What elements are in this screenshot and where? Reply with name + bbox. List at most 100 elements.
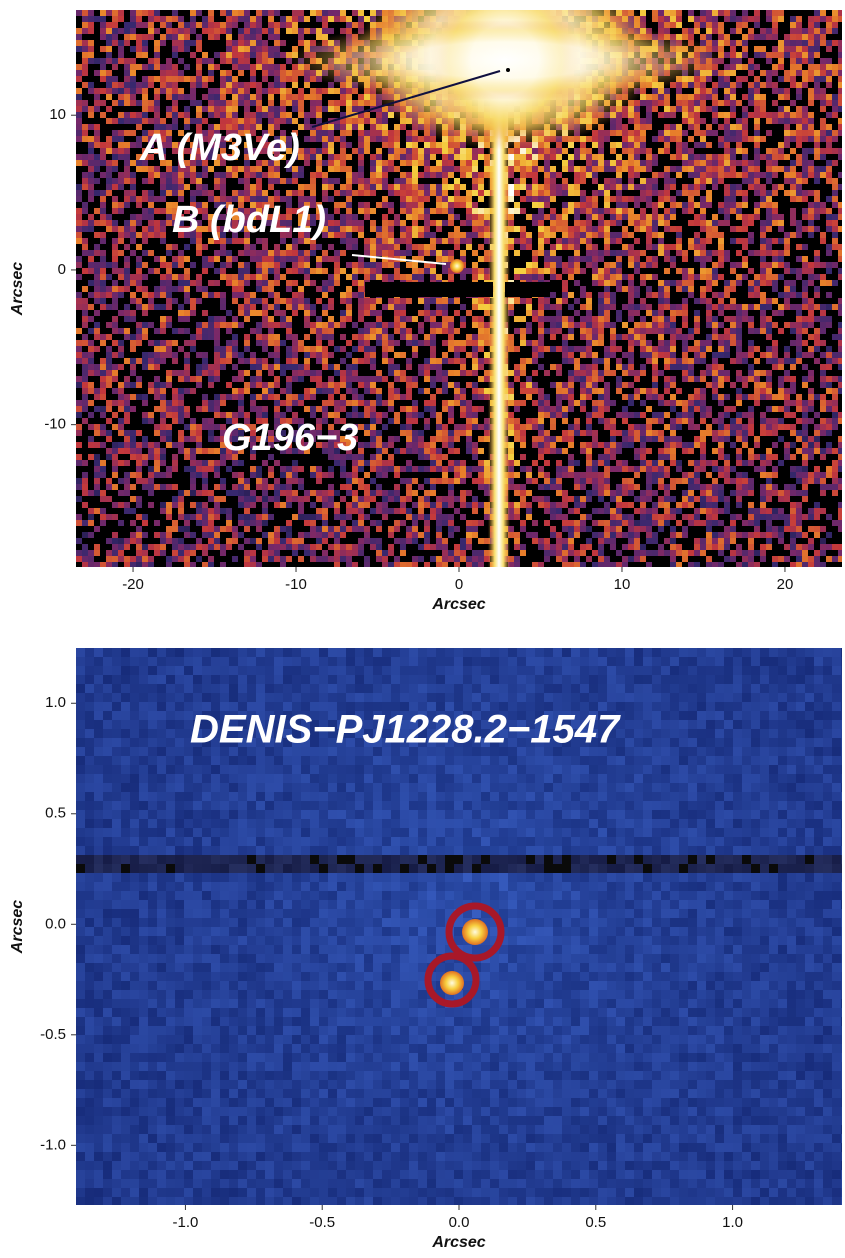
pixel [544,190,550,196]
pixel [160,112,166,118]
pixel [244,28,250,34]
pixel [256,190,262,196]
pixel [610,130,616,136]
pixel [358,16,364,22]
pixel [646,232,652,238]
pixel [232,178,238,184]
pixel [664,142,670,148]
pixel [202,178,208,184]
pixel [550,232,556,238]
pixel [532,238,538,244]
pixel [112,88,118,94]
pixel [790,196,796,202]
pixel [784,220,790,226]
pixel [388,118,394,124]
pixel [550,238,556,244]
pixel [712,160,718,166]
pixel [274,34,280,40]
pixel [790,148,796,154]
pixel [832,124,838,130]
pixel [172,16,178,22]
pixel [346,238,352,244]
pixel [130,34,136,40]
pixel [154,70,160,76]
pixel [202,172,208,178]
pixel [802,64,808,70]
pixel [112,34,118,40]
pixel [118,238,124,244]
pixel [784,226,790,232]
pixel [94,190,100,196]
pixel [154,112,160,118]
pixel [346,106,352,112]
pixel [370,184,376,190]
pixel [778,178,784,184]
pixel [772,142,778,148]
pixel [544,238,550,244]
pixel [688,124,694,130]
pixel [772,58,778,64]
pixel [814,154,820,160]
pixel [460,178,466,184]
pixel [82,46,88,52]
pixel [430,178,436,184]
pixel [592,148,598,154]
pixel [100,76,106,82]
pixel [394,238,400,244]
pixel [766,112,772,118]
pixel [646,160,652,166]
pixel [316,130,322,136]
pixel [472,172,478,178]
pixel [346,202,352,208]
pixel [424,196,430,202]
pixel [376,232,382,238]
pixel [352,100,358,106]
pixel [514,166,520,172]
pixel [442,154,448,160]
pixel [712,136,718,142]
pixel [760,220,766,226]
pixel [106,172,112,178]
pixel [826,10,832,16]
pixel [766,166,772,172]
pixel [214,118,220,124]
pixel [520,238,526,244]
pixel [106,244,112,250]
pixel [718,94,724,100]
pixel [676,148,682,154]
pixel [808,184,814,190]
pixel [214,76,220,82]
pixel [838,82,844,88]
pixel [160,76,166,82]
pixel [574,214,580,220]
pixel [154,190,160,196]
pixel [790,46,796,52]
pixel [82,124,88,130]
pixel [352,142,358,148]
pixel [166,64,172,70]
pixel [748,82,754,88]
pixel [658,10,664,16]
pixel [136,58,142,64]
pixel [340,166,346,172]
pixel [418,148,424,154]
pixel [328,178,334,184]
pixel [226,172,232,178]
pixel [256,22,262,28]
pixel [778,10,784,16]
pixel [316,118,322,124]
pixel [328,196,334,202]
pixel [766,226,772,232]
pixel [226,190,232,196]
pixel [118,154,124,160]
pixel [370,208,376,214]
pixel [826,214,832,220]
pixel [658,112,664,118]
pixel [532,220,538,226]
pixel [754,16,760,22]
pixel [742,100,748,106]
pixel [100,208,106,214]
pixel [268,70,274,76]
pixel [334,142,340,148]
pixel [568,226,574,232]
